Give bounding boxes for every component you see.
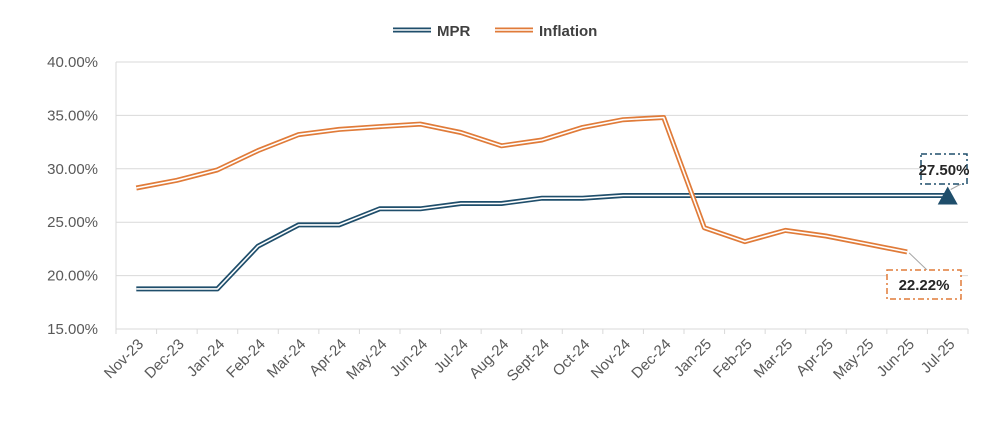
series-mpr-line (136, 193, 948, 292)
series-lines (135, 115, 948, 292)
series-stroke-outer (136, 193, 948, 292)
y-tick-label: 15.00% (47, 321, 98, 338)
y-tick-label: 40.00% (47, 54, 98, 71)
x-tick-label: Mar-24 (264, 336, 310, 382)
x-tick-label: May-25 (830, 336, 877, 383)
legend-item-mpr: MPR (393, 23, 471, 40)
x-tick-label: Jan-25 (671, 336, 715, 380)
mpr-end-marker (937, 186, 958, 205)
x-tick-label: Apr-25 (793, 336, 837, 380)
x-tick-label: Feb-25 (710, 336, 756, 382)
series-stroke-inner (136, 194, 948, 290)
x-tick-label: Nov-23 (101, 336, 147, 382)
x-tick-label: May-24 (343, 336, 390, 383)
x-tick-label: Jan-24 (184, 336, 228, 380)
legend-label: MPR (437, 23, 471, 40)
data-callouts: 27.50% 22.22% (886, 153, 970, 300)
x-tick-label: Nov-24 (588, 336, 634, 382)
y-axis-ticks: 15.00% 20.00% 25.00% 30.00% 35.00% 40.00% (47, 54, 98, 338)
mpr-callout-label: 27.50% (919, 162, 970, 179)
x-tick-label: Dec-24 (628, 336, 674, 382)
y-tick-label: 20.00% (47, 268, 98, 285)
y-tick-label: 35.00% (47, 107, 98, 124)
x-tick-label: Jul-25 (918, 336, 959, 377)
inflation-callout-box (886, 269, 962, 300)
legend: MPR Inflation (393, 23, 597, 40)
x-tick-label: Jun-24 (387, 336, 431, 380)
x-tick-label: Jun-25 (874, 336, 918, 380)
mpr-callout-box (920, 153, 968, 185)
gridlines (115, 61, 968, 330)
x-tick-label: Apr-24 (306, 336, 350, 380)
inflation-callout-leader (908, 252, 928, 271)
legend-label: Inflation (539, 23, 597, 40)
x-tick-label: Sept-24 (504, 336, 553, 385)
y-tick-label: 30.00% (47, 161, 98, 178)
inflation-callout-label: 22.22% (899, 277, 950, 294)
series-stroke-inner (136, 116, 908, 253)
x-tick-label: Oct-24 (550, 336, 594, 380)
legend-item-inflation: Inflation (495, 23, 597, 40)
mpr-callout-leader (950, 183, 962, 190)
y-tick-label: 25.00% (47, 214, 98, 231)
x-tick-label: Dec-23 (141, 336, 187, 382)
x-tick-label: Feb-24 (223, 336, 269, 382)
series-inflation-line (135, 115, 908, 255)
x-tick-label: Mar-25 (751, 336, 797, 382)
x-axis-ticks: Nov-23Dec-23Jan-24Feb-24Mar-24Apr-24May-… (101, 329, 969, 385)
